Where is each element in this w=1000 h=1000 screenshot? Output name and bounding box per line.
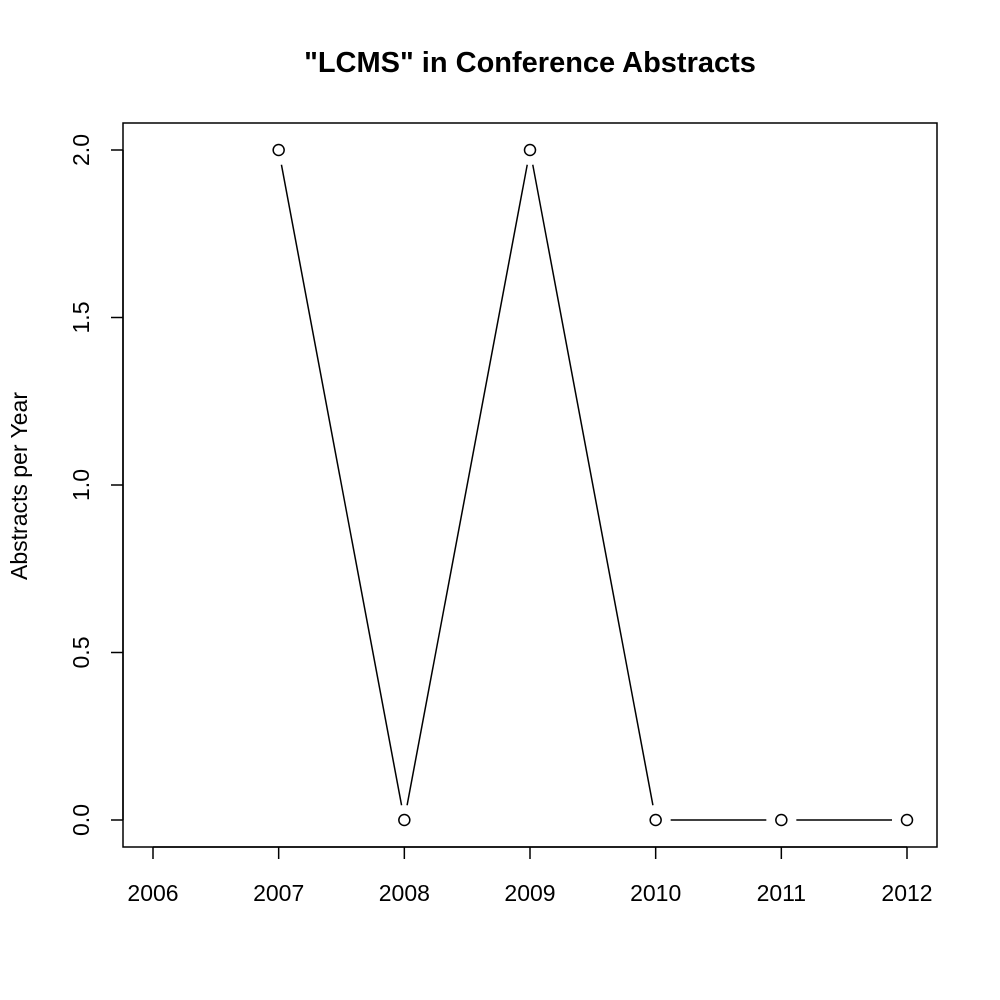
series-line bbox=[280, 164, 892, 821]
y-tick-label: 1.0 bbox=[68, 469, 94, 501]
data-point bbox=[272, 143, 285, 157]
data-point bbox=[775, 813, 788, 827]
x-tick-label: 2010 bbox=[630, 880, 681, 906]
series-segment bbox=[280, 164, 403, 806]
series-segment bbox=[406, 164, 528, 806]
y-axis: 0.0 0.5 1.0 1.5 2.0 bbox=[68, 134, 124, 836]
data-point bbox=[398, 813, 411, 827]
y-tick-label: 0.5 bbox=[68, 637, 94, 669]
plot-frame bbox=[122, 122, 938, 848]
data-point bbox=[523, 143, 537, 157]
y-tick-label: 1.5 bbox=[68, 302, 94, 334]
y-tick-label: 0.0 bbox=[68, 804, 94, 836]
chart-title: "LCMS" in Conference Abstracts bbox=[304, 47, 756, 79]
x-tick-label: 2012 bbox=[881, 880, 932, 906]
x-axis: 2006 2007 2008 2009 2010 2011 2012 bbox=[127, 846, 933, 906]
series-segment bbox=[532, 164, 654, 806]
x-tick-label: 2007 bbox=[253, 880, 304, 906]
data-point bbox=[649, 813, 662, 827]
y-tick-label: 2.0 bbox=[68, 134, 94, 166]
series-points bbox=[272, 143, 914, 827]
x-tick-label: 2006 bbox=[127, 880, 178, 906]
x-tick-label: 2009 bbox=[504, 880, 555, 906]
y-axis-title: Abstracts per Year bbox=[6, 392, 32, 580]
x-tick-label: 2011 bbox=[757, 880, 806, 906]
x-tick-label: 2008 bbox=[379, 880, 430, 906]
data-point bbox=[900, 813, 914, 827]
